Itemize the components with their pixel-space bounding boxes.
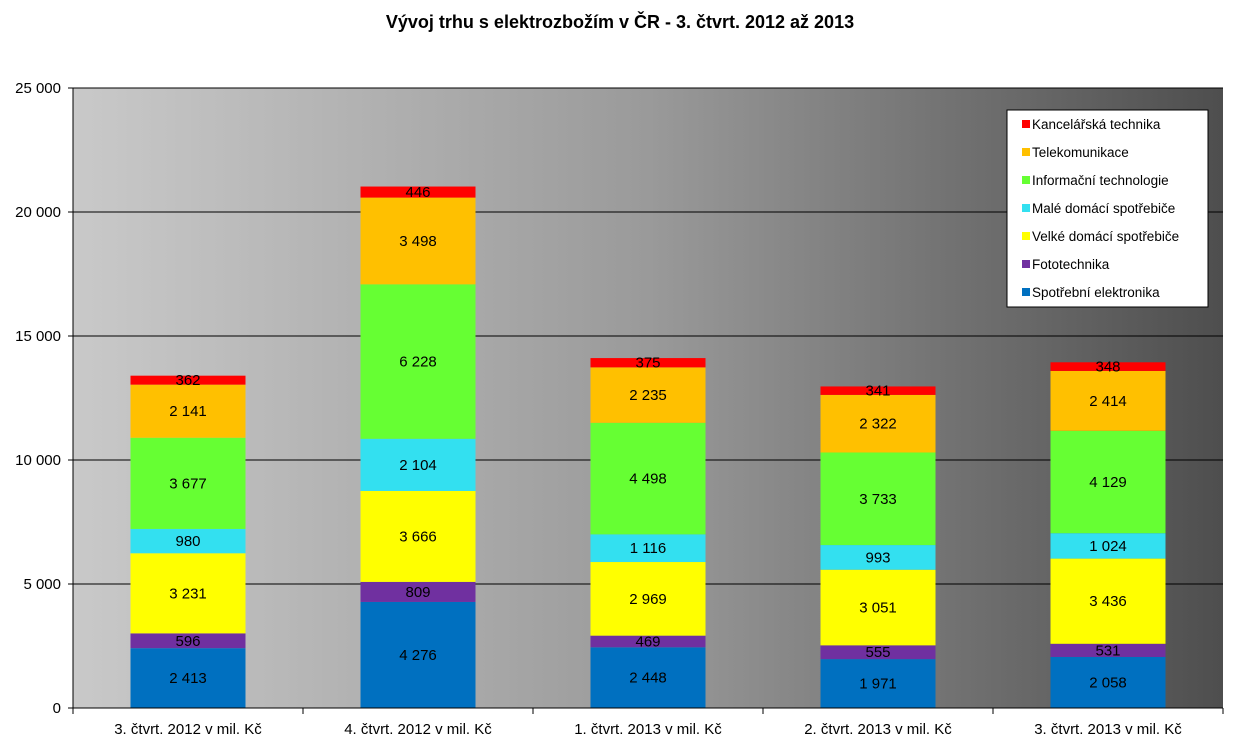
bar-segment	[1050, 533, 1166, 559]
data-label: 2 322	[859, 416, 897, 433]
bar-segment	[130, 375, 246, 385]
bar-segment	[590, 647, 706, 708]
bar-segment	[590, 367, 706, 423]
bar-segment	[590, 534, 706, 563]
bar-segment	[590, 422, 706, 535]
chart-title: Vývoj trhu s elektrozbožím v ČR - 3. čtv…	[386, 11, 854, 32]
data-label: 3 498	[399, 233, 437, 250]
y-tick-label: 15 000	[15, 328, 61, 345]
data-label: 809	[405, 584, 430, 601]
y-tick-label: 20 000	[15, 204, 61, 221]
data-label: 2 141	[169, 403, 207, 420]
bar-segment	[590, 562, 706, 636]
legend-swatch	[1022, 260, 1030, 268]
x-tick-label: 1. čtvrt. 2013 v mil. Kč	[574, 721, 722, 738]
bar-segment	[130, 633, 246, 649]
data-label: 2 969	[629, 591, 667, 608]
data-label: 1 024	[1089, 538, 1127, 555]
x-tick-label: 4. čtvrt. 2012 v mil. Kč	[344, 721, 492, 738]
data-label: 6 228	[399, 354, 437, 371]
bar-segment	[130, 384, 246, 438]
data-label: 1 116	[630, 540, 666, 557]
data-label: 2 235	[629, 387, 667, 404]
bar-segment	[130, 528, 246, 554]
legend-swatch	[1022, 288, 1030, 296]
bar-segment	[360, 438, 476, 491]
legend-swatch	[1022, 204, 1030, 212]
bar-segment	[360, 197, 476, 285]
bar-segment	[360, 186, 476, 198]
data-label: 375	[635, 355, 660, 372]
legend-swatch	[1022, 176, 1030, 184]
bar-segment	[590, 635, 706, 648]
data-label: 3 231	[169, 585, 207, 602]
legend-swatch	[1022, 120, 1030, 128]
x-tick-label: 3. čtvrt. 2012 v mil. Kč	[114, 721, 262, 738]
data-label: 446	[405, 184, 430, 201]
bar-segment	[360, 581, 476, 602]
data-label: 596	[175, 633, 200, 650]
data-label: 2 448	[629, 670, 667, 687]
bar-segment	[820, 569, 936, 646]
bar-segment	[820, 645, 936, 660]
bar-segment	[360, 490, 476, 582]
x-tick-label: 2. čtvrt. 2013 v mil. Kč	[804, 721, 952, 738]
y-tick-label: 0	[53, 700, 61, 717]
bar-segment	[360, 284, 476, 439]
data-label: 3 436	[1089, 593, 1127, 610]
bar-segment	[130, 648, 246, 708]
bar-segment	[1050, 430, 1166, 534]
data-label: 2 104	[399, 457, 437, 474]
bar-segment	[820, 386, 936, 395]
bar-segment	[590, 358, 706, 368]
bar-segment	[1050, 656, 1166, 708]
data-label: 362	[175, 372, 200, 389]
data-label: 3 733	[859, 491, 897, 508]
data-label: 3 666	[399, 528, 437, 545]
legend: Kancelářská technika Telekomunikace Inform…	[1006, 109, 1209, 308]
bar-segment	[1050, 558, 1166, 644]
legend-label: Telekomunikace	[1032, 145, 1129, 160]
data-label: 4 276	[399, 647, 437, 664]
legend-label: Spotřební elektronika	[1032, 285, 1160, 300]
legend-box	[1006, 109, 1209, 308]
legend-label: Kancelářská technika	[1032, 117, 1161, 132]
data-label: 3 051	[859, 600, 897, 617]
legend-swatch	[1022, 148, 1030, 156]
legend-label: Fototechnika	[1032, 257, 1110, 272]
bar-segment	[130, 553, 246, 634]
data-label: 348	[1095, 359, 1120, 376]
y-tick-label: 25 000	[15, 80, 61, 97]
data-label: 4 129	[1089, 474, 1127, 491]
bar-segment	[130, 437, 246, 529]
bar-segment	[820, 394, 936, 453]
x-tick-label: 3. čtvrt. 2013 v mil. Kč	[1034, 721, 1182, 738]
data-label: 469	[635, 633, 660, 650]
bar-segment	[820, 545, 936, 570]
y-tick-label: 5 000	[23, 576, 61, 593]
data-label: 2 414	[1089, 393, 1127, 410]
legend-label: Velké domácí spotřebiče	[1032, 229, 1179, 244]
data-label: 993	[865, 549, 890, 566]
data-label: 3 677	[169, 475, 207, 492]
legend-label: Informační technologie	[1032, 173, 1169, 188]
bar-segment	[820, 659, 936, 708]
legend-swatch	[1022, 232, 1030, 240]
data-label: 531	[1095, 642, 1120, 659]
data-label: 555	[865, 644, 890, 661]
data-label: 980	[175, 533, 200, 550]
bar-segment	[360, 601, 476, 708]
legend-label: Malé domácí spotřebiče	[1032, 201, 1175, 216]
data-label: 4 498	[629, 471, 667, 488]
bar-segment	[1050, 362, 1166, 371]
data-label: 1 971	[859, 676, 897, 693]
data-label: 341	[865, 383, 890, 400]
data-label: 2 058	[1089, 674, 1127, 691]
data-label: 2 413	[169, 670, 207, 687]
bar-segment	[1050, 643, 1166, 657]
y-tick-label: 10 000	[15, 452, 61, 469]
bar-segment	[820, 452, 936, 546]
bar-segment	[1050, 370, 1166, 431]
